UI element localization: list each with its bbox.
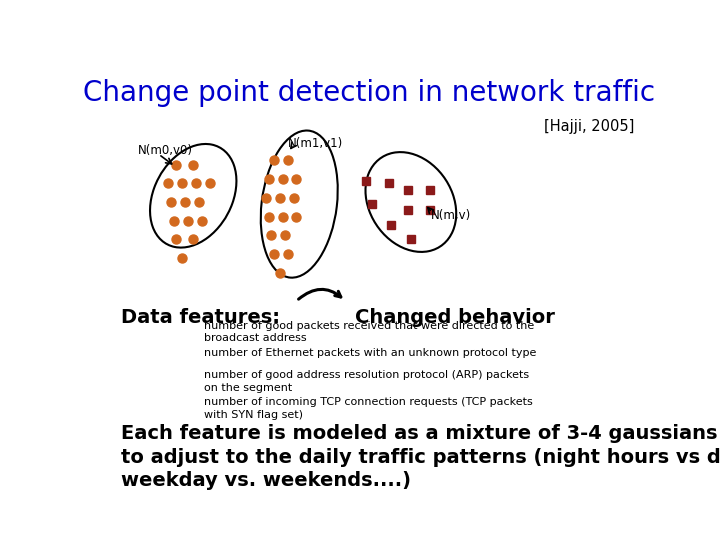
- Text: Each feature is modeled as a mixture of 3-4 gaussians
to adjust to the daily tra: Each feature is modeled as a mixture of …: [121, 424, 720, 490]
- Text: Change point detection in network traffic: Change point detection in network traffi…: [83, 79, 655, 107]
- Text: number of Ethernet packets with an unknown protocol type: number of Ethernet packets with an unkno…: [204, 348, 537, 359]
- Text: Changed behavior: Changed behavior: [355, 308, 555, 327]
- Text: [Hajji, 2005]: [Hajji, 2005]: [544, 119, 634, 134]
- Text: number of good packets received that were directed to the
broadcast address: number of good packets received that wer…: [204, 321, 535, 343]
- Text: N(m0,v0): N(m0,v0): [138, 144, 192, 157]
- Text: number of incoming TCP connection requests (TCP packets
with SYN flag set): number of incoming TCP connection reques…: [204, 397, 533, 420]
- Text: Data features:: Data features:: [121, 308, 279, 327]
- Text: number of good address resolution protocol (ARP) packets
on the segment: number of good address resolution protoc…: [204, 370, 529, 393]
- Text: N(m1,v1): N(m1,v1): [288, 137, 343, 150]
- Text: N(m,v): N(m,v): [431, 209, 471, 222]
